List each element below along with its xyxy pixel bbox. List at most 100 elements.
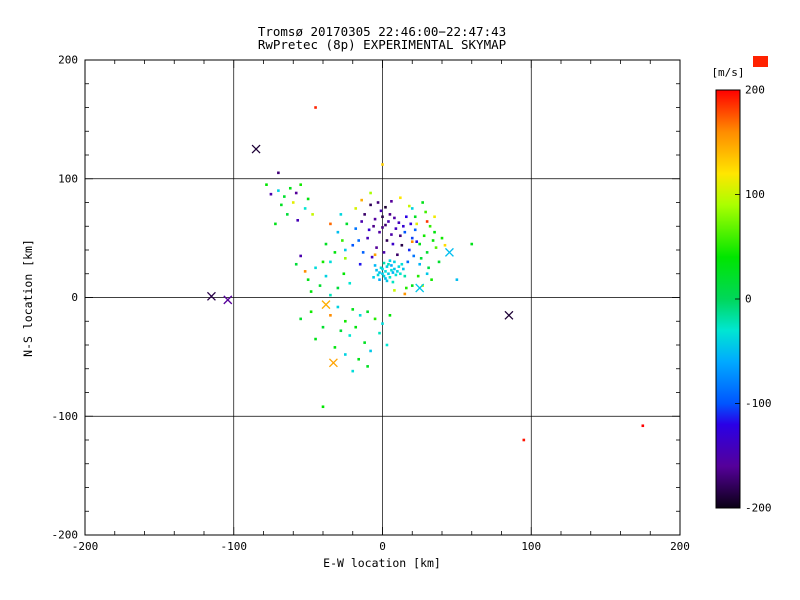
x-marker: [251, 144, 261, 154]
scatter-point: [387, 272, 390, 276]
scatter-point: [397, 265, 401, 268]
scatter-point: [329, 293, 332, 297]
colorbar-tick-label: 200: [745, 84, 765, 97]
scatter-point: [348, 281, 352, 285]
scatter-point: [321, 260, 325, 264]
scatter-point: [329, 222, 332, 226]
scatter-point: [381, 215, 384, 219]
scatter-point: [384, 223, 387, 227]
scatter-point: [393, 260, 396, 264]
scatter-point: [397, 221, 401, 224]
scatter-point: [372, 276, 375, 279]
scatter-point: [360, 198, 363, 202]
scatter-point: [410, 284, 414, 287]
scatter-point: [394, 227, 398, 230]
scatter-point: [329, 314, 332, 317]
axis-ticks: [85, 60, 680, 535]
scatter-point: [373, 264, 377, 267]
scatter-point: [314, 337, 317, 341]
scatter-point: [351, 308, 355, 311]
scatter-point: [406, 260, 410, 264]
scatter-point: [291, 201, 295, 204]
scatter-point: [393, 267, 396, 271]
scatter-point: [366, 236, 369, 240]
scatter-point: [336, 305, 340, 309]
x-tick-label: 200: [670, 540, 690, 553]
x-marker: [223, 295, 233, 305]
scatter-point: [351, 369, 355, 373]
scatter-point: [391, 242, 395, 246]
plot-title: Tromsø 20170305 22:46:00−22:47:43: [258, 24, 506, 39]
scatter-point: [381, 267, 384, 271]
scatter-point: [351, 243, 355, 247]
scatter-point: [344, 353, 347, 356]
x-marker: [321, 300, 331, 310]
scatter-point: [422, 234, 426, 238]
y-tick-label: 100: [58, 172, 78, 185]
scatter-point: [357, 239, 360, 242]
scatter-point: [303, 207, 307, 210]
scatter-point: [294, 262, 298, 266]
scatter-point: [400, 262, 404, 266]
scatter-point: [384, 277, 387, 280]
scatter-point: [410, 207, 414, 210]
plot-subtitle: RwPretec (8p) EXPERIMENTAL SKYMAP: [258, 37, 506, 52]
scatter-point: [382, 251, 386, 254]
scatter-point: [306, 197, 310, 201]
scatter-point: [418, 242, 421, 246]
x-tick-label: 100: [521, 540, 541, 553]
scatter-point: [385, 265, 389, 268]
x-markers: [206, 144, 514, 368]
x-axis-label: E-W location [km]: [323, 556, 441, 570]
scatter-point: [344, 257, 347, 260]
gridlines: [85, 60, 680, 535]
x-marker: [415, 283, 425, 293]
scatter-point: [294, 191, 298, 195]
scatter-point: [318, 284, 322, 287]
y-axis-label: N-S location [km]: [21, 239, 35, 357]
scatter-point: [390, 268, 393, 272]
scatter-point: [373, 217, 377, 221]
scatter-point: [366, 365, 369, 368]
scatter-point: [339, 329, 343, 333]
scatter-point: [384, 270, 387, 273]
scatter-point: [433, 215, 436, 219]
scatter-point: [369, 349, 372, 353]
scatter-point: [379, 209, 383, 213]
scatter-point: [387, 220, 390, 223]
scatter-point: [390, 233, 393, 236]
x-marker: [328, 358, 338, 368]
y-tick-label: -100: [52, 410, 79, 423]
scatter-point: [396, 270, 399, 273]
scatter-point: [399, 234, 402, 238]
x-marker: [504, 310, 514, 320]
scatter-point: [375, 246, 378, 249]
scatter-point: [384, 205, 387, 209]
scatter-point: [379, 266, 383, 270]
scatter-point: [277, 171, 280, 175]
scatter-point: [382, 274, 386, 278]
scatter-point: [321, 405, 325, 409]
scatter-point: [373, 317, 377, 321]
y-tick-label: -200: [52, 529, 79, 542]
scatter-point: [402, 224, 405, 228]
scatter-point: [403, 274, 407, 278]
scatter-point: [440, 236, 444, 240]
scatter-point: [269, 192, 273, 196]
scatter-point: [399, 196, 402, 200]
scatter-point: [309, 310, 313, 314]
scatter-point: [403, 230, 407, 234]
scatter-point: [366, 310, 369, 314]
scatter-point: [311, 213, 314, 216]
scatter-point: [434, 246, 438, 249]
scatter-point: [376, 273, 380, 277]
scatter-point: [394, 273, 398, 277]
scatter-point: [425, 220, 429, 223]
scatter-point: [376, 201, 380, 204]
scatter-point: [378, 331, 381, 335]
colorbar-ticks: [735, 89, 740, 509]
scatter-point: [388, 314, 392, 317]
scatter-point: [360, 220, 363, 223]
colorbar-tick-label: 0: [745, 293, 752, 306]
